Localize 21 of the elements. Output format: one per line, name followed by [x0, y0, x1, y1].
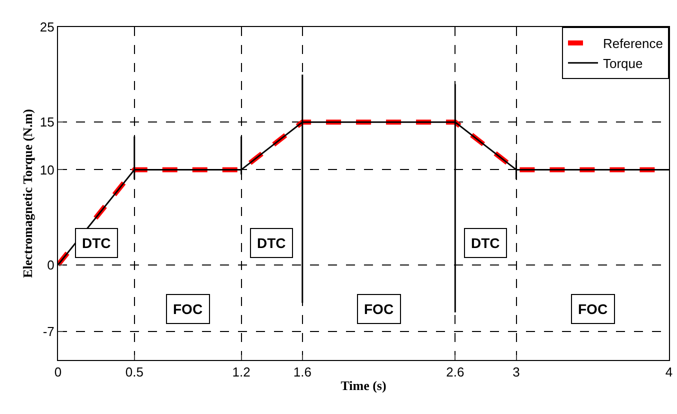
y-tick-label: 0 — [47, 257, 54, 272]
annotation: FOC — [364, 301, 394, 317]
annotation: DTC — [82, 235, 111, 251]
x-tick-label: 4 — [665, 364, 673, 380]
y-tick-label: 10 — [40, 162, 54, 178]
x-tick-label: 0.5 — [125, 364, 144, 380]
annotation: FOC — [173, 301, 203, 317]
y-axis-title: Electromagnetic Torque (N.m) — [20, 109, 35, 278]
x-tick-label: 1.2 — [232, 364, 250, 380]
annotation: DTC — [257, 235, 286, 251]
annotation: DTC — [471, 235, 500, 251]
y-tick-label: 25 — [40, 20, 54, 35]
x-tick-label: 3 — [512, 364, 520, 380]
annotation: FOC — [578, 301, 608, 317]
legend-label: Torque — [603, 56, 643, 71]
legend-label: Reference — [603, 36, 663, 52]
y-tick-label: 15 — [40, 114, 54, 130]
x-tick-label: 2.6 — [446, 364, 464, 380]
y-tick-label: -7 — [42, 324, 54, 340]
x-tick-label: 1.6 — [293, 364, 312, 380]
x-axis-title: Time (s) — [340, 378, 386, 394]
